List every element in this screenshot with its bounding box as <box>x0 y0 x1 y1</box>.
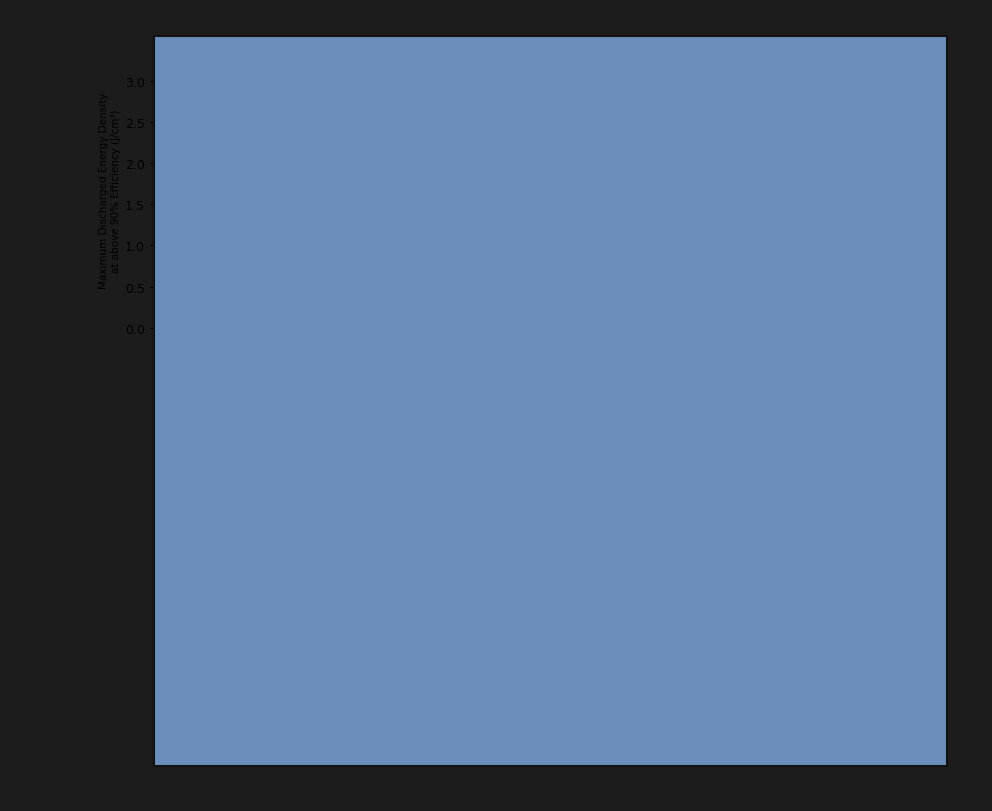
Bar <box>195 131 210 328</box>
Bar <box>330 157 345 328</box>
Bar <box>494 327 509 328</box>
Bar <box>210 262 225 328</box>
Bar <box>315 156 330 328</box>
Bar <box>301 290 315 328</box>
Bar <box>434 325 449 328</box>
Bar <box>449 230 464 328</box>
Legend: PEI, PEI coated
with $h$-BN, $c$-BCB/BNNS, FPE, PI, BOPP: PEI, PEI coated with $h$-BN, $c$-BCB/BNN… <box>435 58 531 162</box>
Bar <box>479 324 494 328</box>
Y-axis label: Maximum Discharged Energy Density
at above 90% Efficiency (J/cm³): Maximum Discharged Energy Density at abo… <box>99 92 121 289</box>
Bar <box>225 291 240 328</box>
Bar <box>359 312 374 328</box>
Bar <box>464 284 479 328</box>
Bar <box>240 281 255 328</box>
Bar <box>166 135 181 328</box>
Bar <box>181 88 195 328</box>
X-axis label: Temperature (°C): Temperature (°C) <box>291 354 399 367</box>
Bar <box>345 304 359 328</box>
